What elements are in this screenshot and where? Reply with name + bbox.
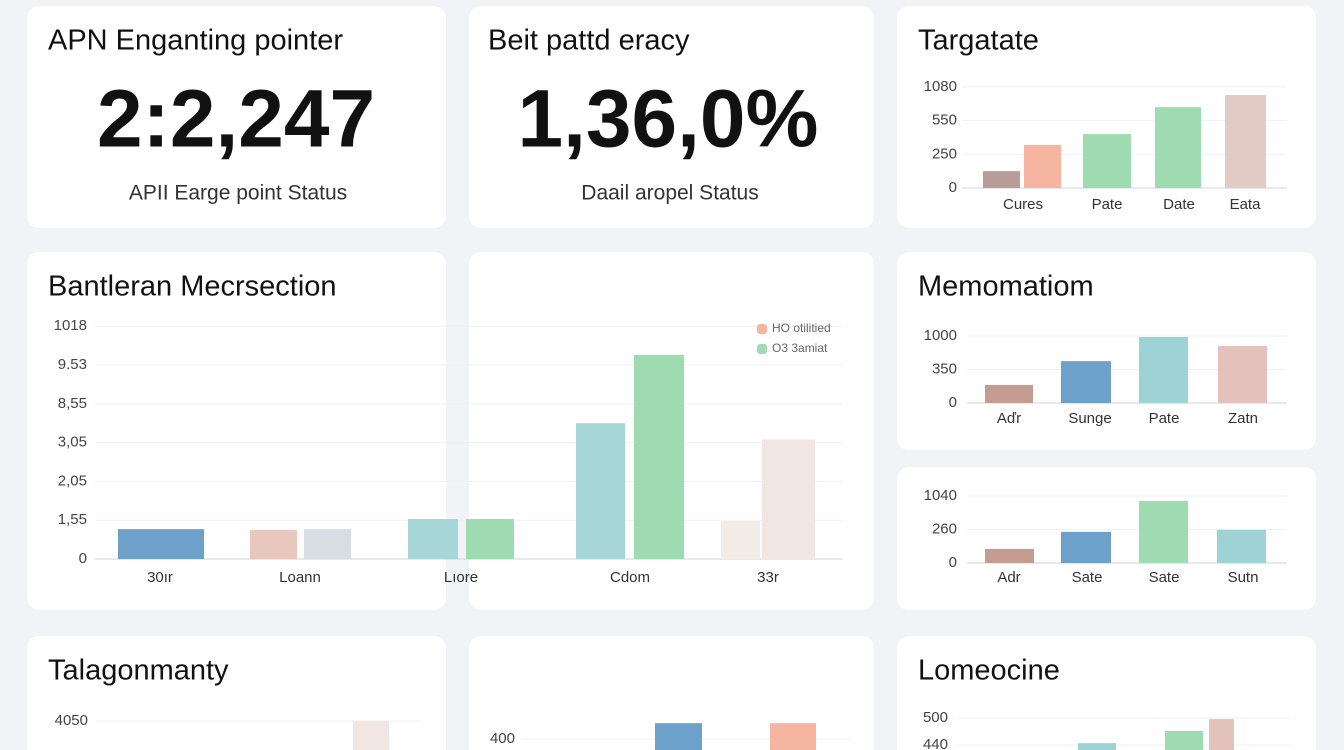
x-tick-label: Adr — [997, 569, 1020, 586]
y-tick-label: 400 — [490, 730, 515, 747]
card — [469, 636, 874, 750]
bar — [353, 721, 389, 750]
x-tick-label: Eata — [1230, 196, 1262, 213]
bar — [634, 354, 684, 559]
chart-title: Bantleran Mecrsection — [48, 271, 337, 303]
bar — [985, 384, 1033, 403]
x-tick-label: Sutn — [1228, 569, 1259, 586]
legend-label: HO otilitied — [772, 321, 831, 335]
kpi-title: Beit pattd eracy — [488, 25, 690, 57]
y-tick-label: 350 — [932, 360, 957, 377]
y-tick-label: 550 — [932, 112, 957, 129]
bar — [1078, 743, 1116, 750]
y-tick-label: 8,55 — [58, 395, 87, 412]
bar — [1217, 529, 1266, 563]
x-tick-label: Pate — [1092, 196, 1123, 213]
x-tick-label: Loann — [279, 569, 321, 586]
y-tick-label: 0 — [79, 550, 87, 567]
kpi-subtitle: APII Earge point Status — [129, 182, 347, 205]
x-tick-label: Sate — [1149, 569, 1180, 586]
card — [27, 6, 446, 228]
x-tick-label: 33r — [757, 569, 779, 586]
chart-title: Lomeocine — [918, 655, 1060, 687]
bar — [1225, 94, 1266, 188]
x-tick-label: Date — [1163, 196, 1195, 213]
bar — [983, 171, 1020, 188]
y-tick-label: 9.53 — [58, 356, 87, 373]
legend-label: O3 3amiat — [772, 341, 828, 355]
bar — [1024, 144, 1061, 188]
y-tick-label: 0 — [949, 179, 957, 196]
bar — [1218, 346, 1267, 403]
bar — [1083, 134, 1131, 188]
kpi-value: 1,36,0% — [518, 74, 819, 165]
y-tick-label: 1,55 — [58, 511, 87, 528]
x-tick-label: Cures — [1003, 196, 1043, 213]
y-tick-label: 250 — [932, 145, 957, 162]
bar — [1139, 337, 1188, 403]
y-tick-label: 1018 — [54, 317, 87, 334]
bar — [576, 423, 625, 559]
card — [469, 6, 874, 228]
bar — [762, 439, 815, 559]
card — [897, 636, 1316, 750]
bar — [408, 519, 458, 559]
bar — [304, 529, 351, 559]
bar — [1209, 719, 1234, 750]
y-tick-label: 1000 — [924, 327, 957, 344]
bar — [770, 723, 816, 750]
card — [27, 636, 446, 750]
y-tick-label: 0 — [949, 394, 957, 411]
chart-title: Memomatiom — [918, 271, 1094, 303]
y-tick-label: 3,05 — [58, 434, 87, 451]
x-tick-label: Pate — [1149, 410, 1180, 427]
y-tick-label: 260 — [932, 520, 957, 537]
bar — [118, 529, 204, 559]
y-tick-label: 1080 — [924, 78, 957, 95]
y-tick-label: 1040 — [924, 487, 957, 504]
y-tick-label: 440 — [923, 736, 948, 750]
bar — [250, 529, 297, 559]
bar — [655, 723, 702, 750]
bar — [1155, 107, 1201, 188]
bar — [985, 548, 1034, 563]
bar — [466, 519, 514, 559]
legend-swatch — [757, 324, 767, 334]
y-tick-label: 0 — [949, 554, 957, 571]
legend-swatch — [757, 344, 767, 354]
kpi-subtitle: Daail aropel Status — [581, 182, 758, 205]
card — [27, 252, 446, 610]
bar — [1165, 730, 1203, 750]
x-tick-label: Sunge — [1068, 410, 1111, 427]
x-tick-label: Lıore — [444, 569, 478, 586]
bar — [1061, 361, 1111, 403]
y-tick-label: 2,05 — [58, 472, 87, 489]
kpi-title: APN Enganting pointer — [48, 25, 343, 57]
y-tick-label: 500 — [923, 709, 948, 726]
x-tick-label: Aďr — [997, 410, 1021, 427]
x-tick-label: 30ır — [147, 569, 173, 586]
x-tick-label: Cdom — [610, 569, 650, 586]
chart-title: Targatate — [918, 25, 1039, 57]
y-tick-label: 4050 — [55, 712, 88, 729]
x-tick-label: Zatn — [1228, 410, 1258, 427]
bar — [1139, 501, 1188, 563]
x-tick-label: Sate — [1072, 569, 1103, 586]
bar — [721, 520, 760, 559]
chart-title: Talagonmanty — [48, 655, 229, 687]
bar — [1061, 531, 1111, 563]
kpi-value: 2:2,247 — [97, 74, 375, 165]
